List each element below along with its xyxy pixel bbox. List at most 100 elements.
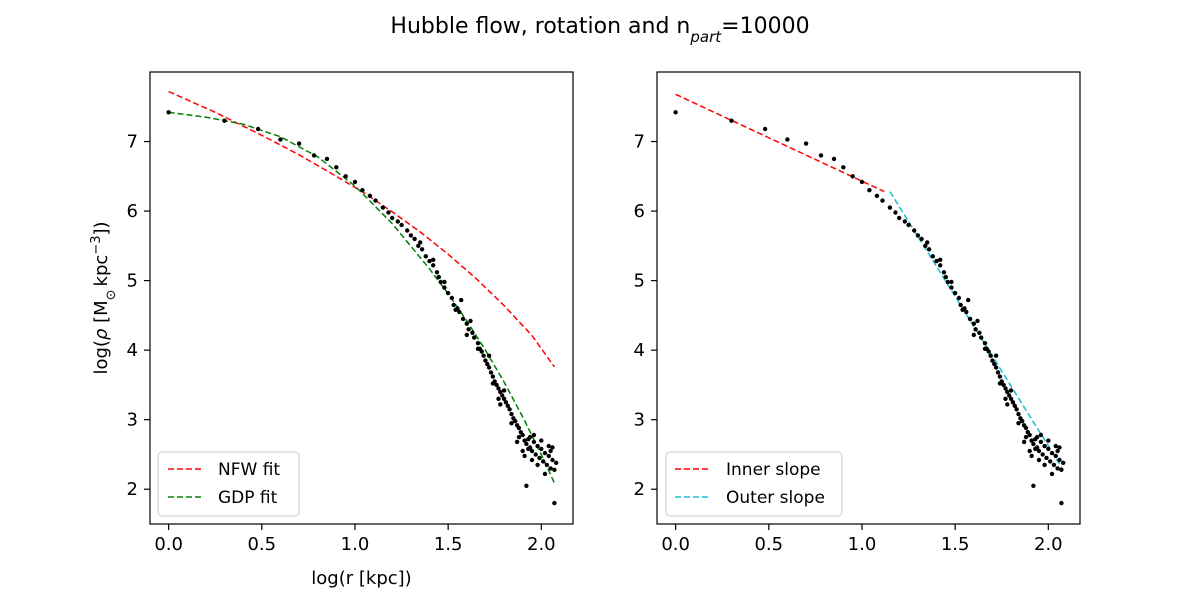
left-data-point [278, 137, 283, 142]
right-data-point [993, 365, 999, 370]
right-data-point [966, 297, 971, 303]
right-legend-frame [665, 451, 843, 517]
right-data-point [1046, 438, 1051, 443]
left-data-point [522, 453, 527, 459]
right-data-point [1003, 396, 1008, 401]
legend-label-gdp-fit: GDP fit [218, 488, 278, 508]
right-data-point [1033, 446, 1038, 452]
right-data-point [971, 332, 976, 338]
left-data-point [542, 471, 548, 477]
left-data-point [442, 285, 447, 290]
right-data-point [915, 233, 921, 238]
right-x-tick-label: 1.0 [848, 534, 877, 555]
right-data-point [1059, 500, 1064, 506]
left-data-point [531, 432, 537, 438]
right-data-point [990, 358, 995, 363]
left-data-point [423, 254, 428, 259]
left-data-point [453, 307, 458, 312]
left-series-gdp-fit [168, 111, 556, 484]
right-data-point [997, 381, 1003, 386]
right-legend: Inner slope Outer slope [665, 451, 843, 517]
right-data-point [1048, 459, 1053, 464]
left-data-point [486, 353, 492, 358]
left-data-point [520, 448, 525, 454]
left-data-point [535, 462, 540, 468]
left-data-point [539, 446, 544, 452]
right-data-point [1008, 388, 1014, 393]
left-data-point [524, 483, 529, 488]
right-data-point [934, 258, 939, 264]
left-data-point [255, 126, 261, 132]
left-data-point [166, 110, 171, 115]
right-data-point [762, 126, 768, 132]
right-data-point [943, 274, 948, 280]
left-data-point [509, 411, 514, 417]
right-y-tick-label: 2 [634, 479, 645, 500]
right-data-point [874, 193, 880, 198]
left-data-point [360, 188, 365, 193]
left-data-point [459, 297, 464, 303]
left-x-tick-label: 0.5 [247, 534, 276, 555]
right-data-point [887, 205, 893, 210]
left-data-point [544, 462, 550, 468]
right-data-point [880, 198, 885, 203]
right-data-point [988, 353, 993, 358]
right-data-point [785, 137, 790, 142]
right-data-point [673, 110, 678, 115]
left-data-point [550, 445, 555, 450]
left-data-point [503, 400, 509, 405]
right-data-point [1023, 425, 1029, 431]
right-y-tick-label: 3 [634, 410, 645, 431]
right-data-point [930, 254, 935, 259]
right-data-point [1055, 466, 1060, 471]
right-data-point [1029, 453, 1034, 459]
right-data-point [1042, 462, 1047, 468]
right-data-point [1049, 450, 1055, 456]
right-series-inner-slope [675, 93, 885, 193]
right-data-point [982, 341, 988, 346]
left-axes-frame [149, 71, 574, 525]
right-data-point [1038, 432, 1044, 438]
left-data-point [501, 396, 507, 401]
left-data-point [483, 358, 488, 363]
left-data-point [472, 335, 477, 340]
left-data-point [438, 279, 443, 285]
left-data-point [514, 439, 520, 445]
right-data-point [893, 210, 898, 215]
right-x-tick-label: 0.0 [661, 534, 690, 555]
left-panel: 0.0 0.5 1.0 1.5 2.0 2 3 4 5 6 7 log(r [kpc]) log(… [89, 71, 574, 589]
right-data-point [941, 270, 947, 275]
figure-title: Hubble flow, rotation and npart=10000 [390, 14, 809, 46]
left-data-point [419, 247, 425, 252]
left-data-point [527, 434, 533, 440]
right-data-point [971, 321, 976, 326]
left-data-point [460, 316, 466, 322]
right-data-point [1034, 434, 1040, 440]
right-data-point [1001, 382, 1006, 388]
left-data-point [395, 219, 400, 224]
left-data-point [516, 434, 522, 440]
right-data-point [992, 361, 997, 367]
right-data-point [973, 327, 978, 332]
left-data-point [507, 407, 512, 412]
left-data-point [386, 210, 391, 215]
left-data-point [505, 403, 510, 408]
left-data-point [418, 240, 423, 245]
right-data-point [906, 222, 911, 228]
right-data-point [1029, 438, 1034, 443]
left-data-point [546, 453, 551, 459]
left-data-point [533, 452, 538, 457]
right-data-point [945, 279, 950, 285]
right-data-point [1010, 400, 1016, 405]
left-data-point [449, 295, 455, 301]
left-data-point [485, 361, 490, 367]
left-data-point [464, 321, 469, 326]
right-data-point [1021, 439, 1027, 445]
left-data-point [451, 302, 456, 308]
right-data-point [919, 236, 924, 242]
left-legend: NFW fit GDP fit [157, 451, 300, 517]
right-data-point [867, 188, 872, 193]
left-data-point [380, 205, 386, 210]
right-data-point [982, 346, 988, 351]
right-data-point [1040, 452, 1045, 457]
